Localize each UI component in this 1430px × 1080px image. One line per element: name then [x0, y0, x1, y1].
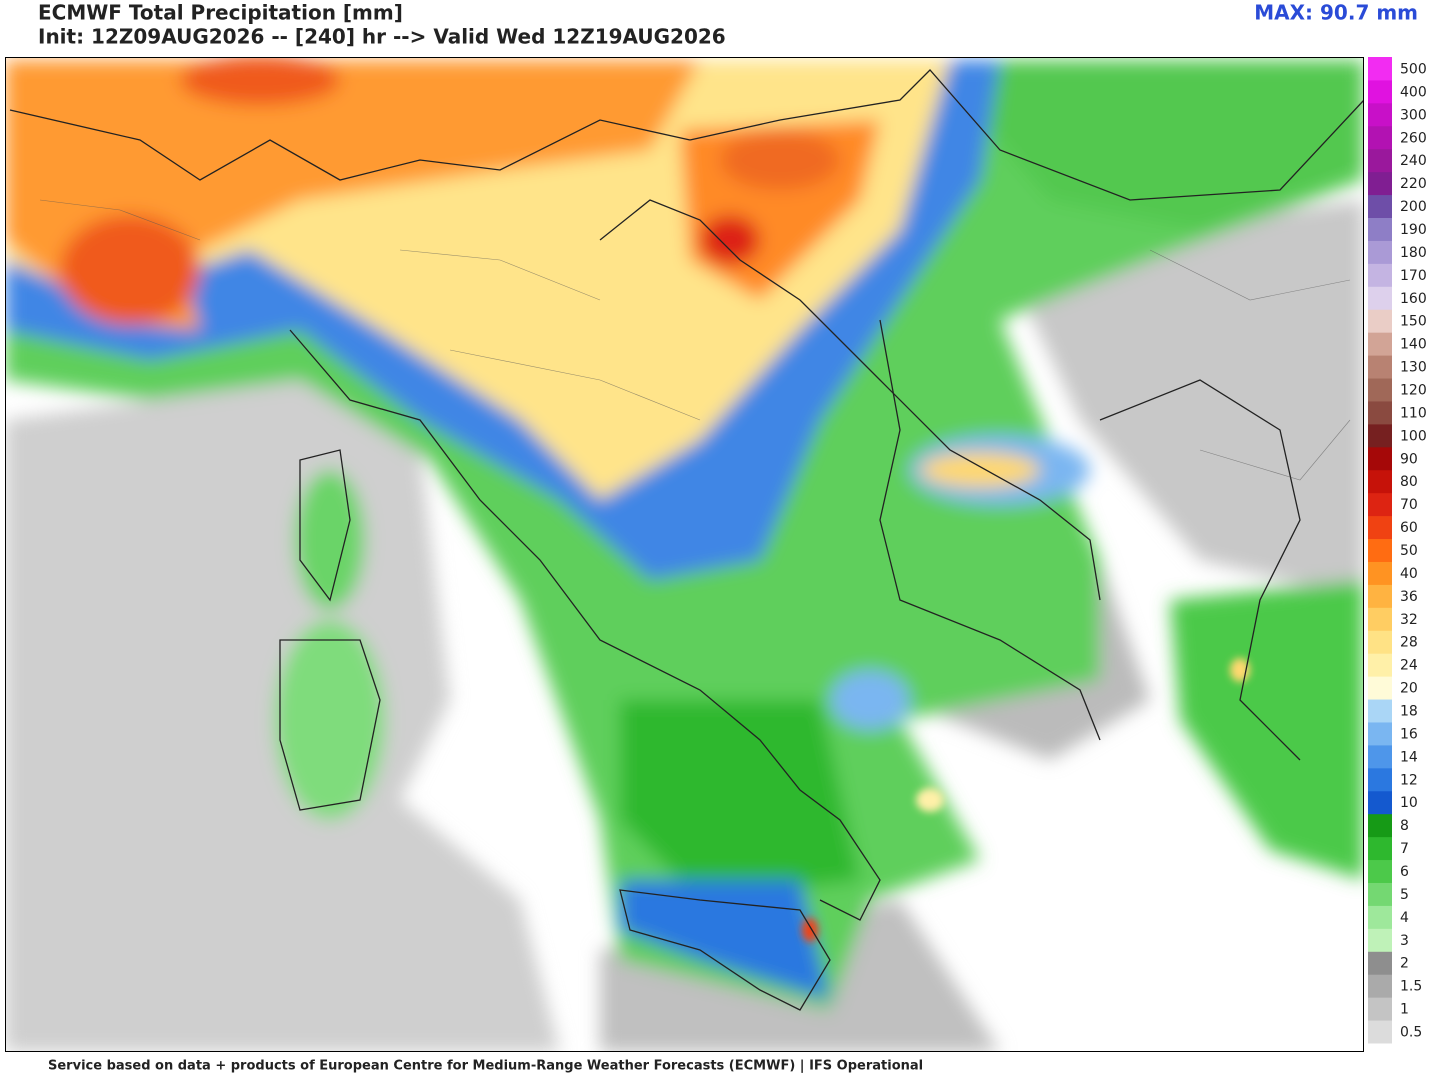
colorbar-label: 3: [1400, 933, 1409, 949]
colorbar-label: 7: [1400, 841, 1409, 857]
colorbar-cell: [1368, 378, 1392, 402]
colorbar-label: 300: [1400, 107, 1427, 123]
colorbar-cell: [1368, 492, 1392, 517]
colorbar-cell: [1368, 217, 1392, 241]
colorbar-cell: [1368, 469, 1392, 494]
colorbar-cell: [1368, 194, 1392, 219]
colorbar-cell: [1368, 859, 1392, 883]
colorbar-label: 8: [1400, 818, 1409, 834]
colorbar-cell: [1368, 538, 1392, 562]
colorbar-label: 170: [1400, 268, 1427, 284]
colorbar-cell: [1368, 584, 1392, 608]
colorbar-cell: [1368, 263, 1392, 287]
colorbar-label: 80: [1400, 474, 1418, 490]
colorbar-cell: [1368, 102, 1392, 127]
colorbar-label: 5: [1400, 887, 1409, 903]
colorbar-cell: [1368, 57, 1392, 81]
colorbar-label: 2: [1400, 956, 1409, 972]
colorbar-label: 110: [1400, 405, 1427, 421]
colorbar-label: 18: [1400, 704, 1418, 720]
colorbar-cell: [1368, 446, 1392, 471]
colorbar-label: 180: [1400, 245, 1427, 261]
colorbar-label: 120: [1400, 382, 1427, 398]
colorbar-label: 70: [1400, 497, 1418, 513]
colorbar-label: 36: [1400, 589, 1418, 605]
colorbar-cell: [1368, 400, 1392, 425]
colorbar-cell: [1368, 515, 1392, 540]
colorbar-label: 1: [1400, 1002, 1409, 1018]
colorbar-cell: [1368, 125, 1392, 150]
footer: Service based on data + products of Euro…: [48, 1059, 923, 1074]
colorbar-label: 4: [1400, 910, 1409, 926]
colorbar-label: 0.5: [1400, 1025, 1422, 1041]
colorbar-label: 130: [1400, 360, 1427, 376]
colorbar-label: 140: [1400, 337, 1427, 353]
colorbar-label: 24: [1400, 658, 1418, 674]
colorbar-label: 200: [1400, 199, 1427, 215]
colorbar-label: 150: [1400, 314, 1427, 330]
colorbar-label: 220: [1400, 176, 1427, 192]
colorbar-cell: [1368, 882, 1392, 906]
colorbar-cell: [1368, 286, 1392, 310]
colorbar-label: 160: [1400, 291, 1427, 307]
colorbar-label: 32: [1400, 612, 1418, 628]
colorbar-label: 10: [1400, 795, 1418, 811]
colorbar-cell: [1368, 561, 1392, 585]
colorbar-label: 28: [1400, 635, 1418, 651]
colorbar-label: 6: [1400, 864, 1409, 880]
colorbar-cell: [1368, 148, 1392, 173]
max-value: MAX: 90.7 mm: [1254, 1, 1418, 25]
colorbar-label: 1.5: [1400, 979, 1422, 995]
colorbar-cell: [1368, 951, 1392, 975]
colorbar-cell: [1368, 1020, 1392, 1044]
colorbar-label: 20: [1400, 681, 1418, 697]
colorbar-cell: [1368, 905, 1392, 929]
colorbar-label: 500: [1400, 61, 1427, 77]
colorbar-label: 40: [1400, 566, 1418, 582]
colorbar-cell: [1368, 813, 1392, 838]
colorbar-cell: [1368, 767, 1392, 792]
colorbar-cell: [1368, 676, 1392, 700]
colorbar-label: 50: [1400, 543, 1418, 559]
colorbar-cell: [1368, 240, 1392, 264]
colorbar-label: 260: [1400, 130, 1427, 146]
colorbar-label: 190: [1400, 222, 1427, 238]
colorbar-cell: [1368, 171, 1392, 196]
subtitle: Init: 12Z09AUG2026 -- [240] hr --> Valid…: [38, 25, 726, 49]
colorbar-cell: [1368, 928, 1392, 952]
colorbar-cell: [1368, 355, 1392, 379]
colorbar-label: 90: [1400, 451, 1418, 467]
colorbar-label: 12: [1400, 772, 1418, 788]
colorbar-label: 60: [1400, 520, 1418, 536]
colorbar-cell: [1368, 630, 1392, 654]
colorbar-cell: [1368, 790, 1392, 815]
colorbar-label: 16: [1400, 726, 1418, 742]
colorbar-cell: [1368, 974, 1392, 998]
colorbar-cell: [1368, 423, 1392, 448]
colorbar-label: 100: [1400, 428, 1427, 444]
colorbar-cell: [1368, 332, 1392, 356]
colorbar-label: 400: [1400, 84, 1427, 100]
colorbar-label: 240: [1400, 153, 1427, 169]
colorbar-cell: [1368, 997, 1392, 1021]
colorbar: 0.5 1 1.5 2 3 4 5 6 7 8 10 12 14 16 18 20 24 28 32 36 40 50 60…: [1368, 57, 1427, 1044]
colorbar-cell: [1368, 653, 1392, 677]
colorbar-cell: [1368, 836, 1392, 861]
colorbar-cell: [1368, 309, 1392, 333]
colorbar-cell: [1368, 607, 1392, 631]
colorbar-cell: [1368, 79, 1392, 104]
colorbar-label: 14: [1400, 749, 1418, 765]
precipitation-map: [5, 57, 1364, 1052]
colorbar-cell: [1368, 699, 1392, 723]
colorbar-cell: [1368, 744, 1392, 769]
colorbar-cell: [1368, 721, 1392, 746]
title: ECMWF Total Precipitation [mm]: [38, 1, 403, 25]
